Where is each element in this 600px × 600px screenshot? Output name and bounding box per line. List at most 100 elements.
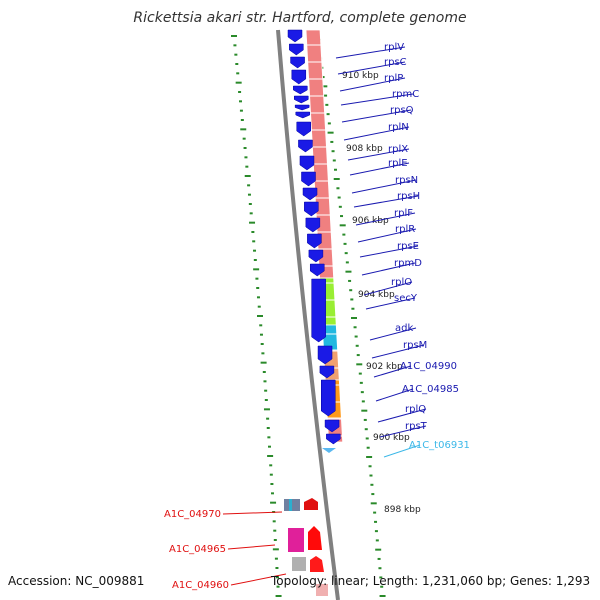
gene-label-leader — [347, 148, 410, 161]
gene-label[interactable]: rplV — [384, 42, 404, 53]
gene-label[interactable]: rpmC — [392, 89, 419, 100]
map-title: Rickettsia akari str. Hartford, complete… — [133, 10, 467, 26]
gene-label[interactable]: A1C_t06931 — [409, 440, 470, 451]
gene-label-leader — [343, 126, 410, 141]
gene-label[interactable]: rplQ — [405, 404, 426, 415]
gene-arrow — [319, 365, 335, 379]
gene-arrow — [289, 43, 304, 56]
gene-label-left[interactable]: A1C_04960 — [172, 580, 229, 591]
gene-arrow — [296, 121, 311, 137]
gene-label-leader — [335, 46, 406, 59]
gene-labels[interactable]: rplV rpsC rplP rpmC rpsQ rplN rplX rplE rpsN rpsH… — [164, 42, 470, 591]
gene-label-leader — [349, 162, 410, 176]
gene-arrow — [308, 249, 324, 263]
gene-label-leader — [337, 61, 406, 75]
gene-block — [289, 499, 292, 511]
gene-arrow-red — [310, 556, 324, 572]
gene-arrow — [305, 217, 321, 233]
gene-label-leader — [230, 573, 287, 586]
gene-label[interactable]: rpsC — [384, 57, 407, 68]
gene-arrows — [287, 29, 341, 453]
gene-label-leader — [351, 179, 417, 194]
gene-label-leader — [357, 228, 417, 243]
genome-backbone — [276, 29, 340, 600]
gene-label[interactable]: adk — [395, 323, 413, 334]
gene-label-leader — [379, 425, 427, 438]
ruler-tick-label: 902 kbp — [366, 362, 403, 372]
gene-label-leader — [340, 93, 414, 106]
gene-label-leader — [361, 262, 416, 276]
lower-gene-features — [284, 498, 328, 596]
gene-label-leader — [353, 195, 419, 208]
gene-arrow — [290, 56, 305, 69]
ruler-right — [315, 39, 386, 597]
ruler-tick-label: 906 kbp — [352, 216, 389, 226]
gene-arrow — [304, 201, 319, 217]
gene-label[interactable]: rpsQ — [390, 105, 414, 116]
gene-label[interactable]: rplP — [384, 73, 403, 84]
gene-label[interactable]: A1C_04990 — [400, 361, 457, 372]
gene-arrow — [287, 29, 303, 43]
ruler-tick-labels: 910 kbp 908 kbp 906 kbp 904 kbp 902 kbp 900 k… — [342, 71, 421, 515]
gene-label-leader — [355, 212, 416, 226]
gene-label[interactable]: rpsN — [395, 175, 418, 186]
gene-arrow — [298, 139, 313, 153]
gene-arrow — [324, 419, 340, 433]
gene-label[interactable]: rplO — [391, 277, 412, 288]
ruler-tick-label: 900 kbp — [373, 433, 410, 443]
gene-label-leader — [227, 544, 276, 550]
gene-arrow — [293, 85, 308, 95]
gene-label-leader — [377, 408, 427, 423]
gene-label-leader — [369, 327, 417, 341]
gene-label[interactable]: rplX — [388, 144, 408, 155]
gene-arrow — [317, 345, 333, 365]
gene-label[interactable]: rpsE — [397, 241, 419, 252]
accession-text: Accession: NC_009881 — [8, 574, 145, 588]
gene-arrow — [294, 95, 309, 104]
gene-label[interactable]: rpsH — [397, 191, 420, 202]
gene-label-leader — [341, 109, 412, 123]
gene-arrow-red — [308, 526, 322, 550]
gene-label-leader — [365, 297, 416, 310]
gene-label[interactable]: rplE — [388, 158, 408, 169]
gene-label-leader — [373, 365, 412, 378]
gene-label-leader — [375, 388, 414, 402]
gene-label[interactable]: rpsT — [405, 421, 428, 432]
gene-arrow — [295, 111, 311, 119]
gene-arrow — [302, 187, 318, 201]
ruler-left — [231, 35, 282, 597]
gene-arrow — [307, 233, 322, 249]
gene-block — [316, 584, 328, 596]
gene-label[interactable]: secY — [394, 293, 418, 304]
gene-label[interactable]: rplN — [388, 122, 409, 133]
gene-arrow — [294, 104, 310, 111]
gene-label[interactable]: rpmD — [394, 258, 422, 269]
gene-arrow — [321, 379, 336, 417]
gene-label-leader — [363, 281, 413, 296]
gene-arrow — [301, 171, 316, 187]
gene-block — [292, 557, 306, 571]
gene-label-leader — [222, 511, 283, 515]
gene-arrow — [291, 69, 307, 85]
gene-label[interactable]: rpsM — [403, 340, 427, 351]
gene-arrow — [326, 433, 341, 445]
topology-text: Topology: linear; Length: 1,231,060 bp; … — [271, 574, 591, 588]
gene-label-left[interactable]: A1C_04965 — [169, 544, 226, 555]
gene-label-leader — [371, 344, 425, 359]
gene-arrow-red — [304, 498, 318, 510]
gene-label-leader — [359, 245, 419, 258]
gene-label-lines — [222, 46, 427, 586]
gene-block — [288, 528, 304, 552]
gene-label[interactable]: A1C_04985 — [402, 384, 459, 395]
ruler-tick-label: 908 kbp — [346, 144, 383, 154]
gene-label[interactable]: rplR — [395, 224, 415, 235]
ruler-tick-label: 910 kbp — [342, 71, 379, 81]
trna-arrow — [322, 448, 336, 453]
gene-label-leader — [339, 77, 406, 92]
ruler-tick-label: 898 kbp — [384, 505, 421, 515]
gene-label-left[interactable]: A1C_04970 — [164, 509, 221, 520]
gene-label-leader — [383, 444, 421, 458]
gene-arrow — [311, 278, 326, 343]
gene-label[interactable]: rplF — [394, 208, 413, 219]
